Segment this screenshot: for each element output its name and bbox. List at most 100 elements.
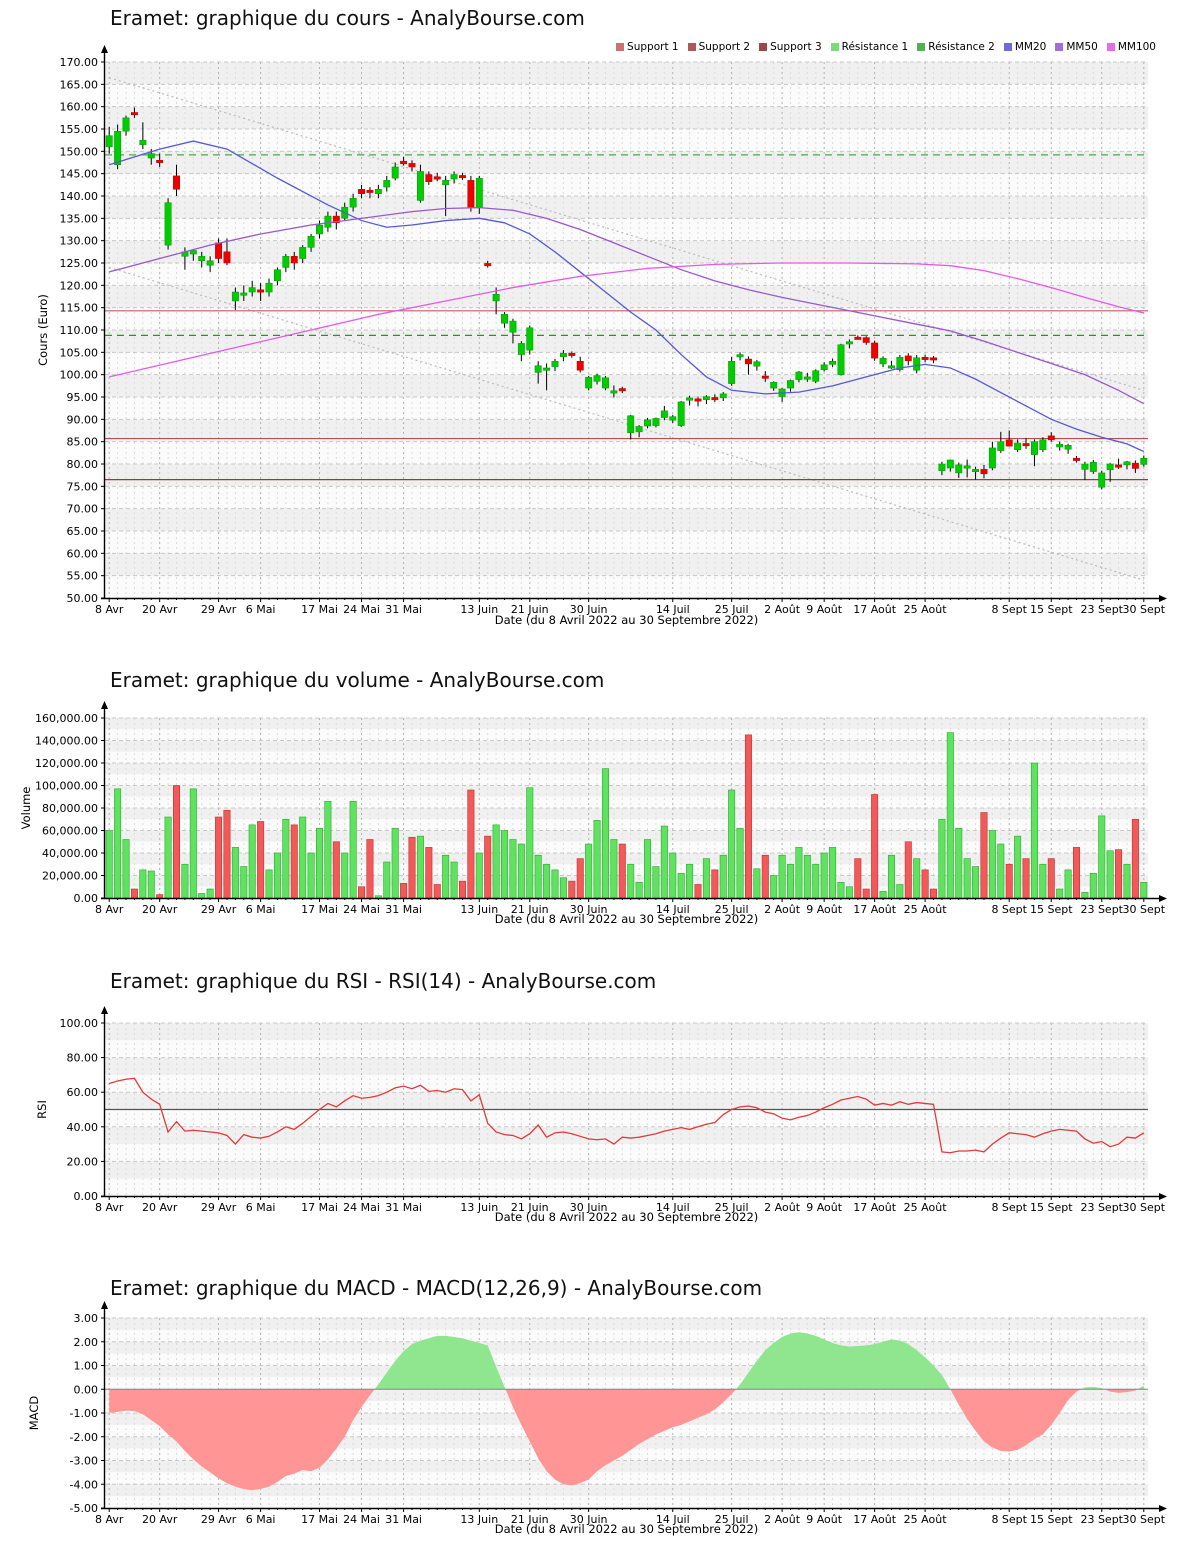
svg-text:70.00: 70.00 <box>67 503 99 516</box>
axes: 3.00 2.00 1.00 0.00 -1.00 -2.00 -3.00 -4.00 -5.0… <box>27 1301 1167 1526</box>
svg-text:21 Juin: 21 Juin <box>511 1201 549 1214</box>
svg-text:8 Avr: 8 Avr <box>95 903 124 916</box>
svg-text:24 Mai: 24 Mai <box>343 1513 380 1526</box>
svg-text:15 Sept: 15 Sept <box>1030 603 1073 616</box>
svg-text:80.00: 80.00 <box>67 458 99 471</box>
svg-text:2 Août: 2 Août <box>764 1201 801 1214</box>
svg-text:40,000.00: 40,000.00 <box>42 847 98 860</box>
svg-text:120.00: 120.00 <box>60 279 99 292</box>
svg-text:165.00: 165.00 <box>60 78 99 91</box>
svg-text:8 Sept: 8 Sept <box>991 903 1027 916</box>
svg-text:23 Sept: 23 Sept <box>1080 903 1123 916</box>
legend-item-support-1: Support 1 <box>616 41 679 53</box>
svg-text:21 Juin: 21 Juin <box>511 1513 549 1526</box>
svg-text:110.00: 110.00 <box>60 324 99 337</box>
svg-text:8 Sept: 8 Sept <box>991 1201 1027 1214</box>
legend-item-mm20: MM20 <box>1003 41 1046 53</box>
svg-text:15 Sept: 15 Sept <box>1030 1513 1073 1526</box>
legend-swatch-icon <box>1003 43 1012 51</box>
svg-text:2 Août: 2 Août <box>764 1513 801 1526</box>
legend-swatch-icon <box>1106 43 1115 51</box>
legend-item-support-2: Support 2 <box>687 41 751 53</box>
svg-text:65.00: 65.00 <box>67 525 99 538</box>
svg-text:15 Sept: 15 Sept <box>1030 903 1073 916</box>
svg-text:160.00: 160.00 <box>60 101 99 114</box>
svg-text:2.00: 2.00 <box>74 1336 99 1349</box>
svg-text:6 Mai: 6 Mai <box>246 1513 276 1526</box>
svg-text:150.00: 150.00 <box>60 145 99 158</box>
svg-text:30 Juin: 30 Juin <box>570 603 608 616</box>
svg-text:20,000.00: 20,000.00 <box>42 870 98 883</box>
svg-text:25 Août: 25 Août <box>904 603 948 616</box>
svg-text:8 Sept: 8 Sept <box>991 603 1027 616</box>
svg-text:115.00: 115.00 <box>60 302 99 315</box>
svg-text:80.00: 80.00 <box>67 1052 99 1065</box>
svg-text:100.00: 100.00 <box>60 1017 99 1030</box>
svg-text:130.00: 130.00 <box>60 235 99 248</box>
svg-text:125.00: 125.00 <box>60 257 99 270</box>
svg-text:14 Juil: 14 Juil <box>656 1201 690 1214</box>
svg-text:170.00: 170.00 <box>60 56 99 69</box>
svg-text:100,000.00: 100,000.00 <box>35 780 98 793</box>
svg-text:13 Juin: 13 Juin <box>460 903 498 916</box>
macd-date-axis-caption: Date (du 8 Avril 2022 au 30 Septembre 20… <box>494 1522 759 1536</box>
legend-label: Support 1 <box>627 41 679 53</box>
macd-negative-area <box>109 1389 1144 1491</box>
legend-item-r-sistance-1: Résistance 1 <box>830 41 909 53</box>
svg-text:0.00: 0.00 <box>74 1190 99 1203</box>
svg-text:135.00: 135.00 <box>60 212 99 225</box>
svg-text:75.00: 75.00 <box>67 480 99 493</box>
svg-text:14 Juil: 14 Juil <box>656 1513 690 1526</box>
svg-text:60.00: 60.00 <box>67 547 99 560</box>
svg-text:23 Sept: 23 Sept <box>1080 603 1123 616</box>
svg-text:50.00: 50.00 <box>67 592 99 605</box>
legend-swatch-icon <box>687 43 696 51</box>
svg-text:9 Août: 9 Août <box>806 1513 843 1526</box>
legend-item-mm50: MM50 <box>1055 41 1098 53</box>
rsi-date-axis-caption: Date (du 8 Avril 2022 au 30 Septembre 20… <box>494 1210 759 1224</box>
macd-plot: 3.00 2.00 1.00 0.00 -1.00 -2.00 -3.00 -4.00 -5.0… <box>27 1301 1167 1526</box>
svg-text:55.00: 55.00 <box>67 570 99 583</box>
svg-text:140.00: 140.00 <box>60 190 99 203</box>
legend-label: Résistance 2 <box>928 41 995 53</box>
svg-text:17 Mai: 17 Mai <box>301 903 338 916</box>
svg-text:29 Avr: 29 Avr <box>201 603 237 616</box>
mm100-line <box>109 262 1144 378</box>
svg-text:25 Juil: 25 Juil <box>715 1513 749 1526</box>
legend-label: Support 2 <box>698 41 751 53</box>
svg-text:0.00: 0.00 <box>74 1383 99 1396</box>
svg-text:20 Avr: 20 Avr <box>142 903 178 916</box>
svg-text:100.00: 100.00 <box>60 369 99 382</box>
svg-text:8 Sept: 8 Sept <box>991 1513 1027 1526</box>
svg-text:31 Mai: 31 Mai <box>385 603 422 616</box>
svg-text:20 Avr: 20 Avr <box>142 1201 178 1214</box>
svg-text:13 Juin: 13 Juin <box>460 1201 498 1214</box>
svg-text:-5.00: -5.00 <box>70 1502 98 1515</box>
axes: 170.00 165.00 160.00 155.00 150.00 145.00 140.… <box>36 45 1167 616</box>
svg-text:25 Août: 25 Août <box>904 1201 948 1214</box>
legend-label: Résistance 1 <box>841 41 909 53</box>
svg-text:8 Avr: 8 Avr <box>95 1201 124 1214</box>
svg-text:2 Août: 2 Août <box>764 903 801 916</box>
svg-text:13 Juin: 13 Juin <box>460 603 498 616</box>
legend-swatch-icon <box>917 43 926 51</box>
rsi-plot: 100.00 80.00 60.00 40.00 20.00 0.008 Avr 20 Av… <box>35 1006 1167 1214</box>
svg-text:20 Avr: 20 Avr <box>142 1513 178 1526</box>
volume-date-axis-caption: Date (du 8 Avril 2022 au 30 Septembre 20… <box>494 912 759 926</box>
svg-text:95.00: 95.00 <box>67 391 99 404</box>
legend-item-r-sistance-2: Résistance 2 <box>917 41 995 53</box>
svg-text:17 Août: 17 Août <box>853 1201 897 1214</box>
legend-label: MM100 <box>1117 41 1156 53</box>
svg-text:29 Avr: 29 Avr <box>201 1201 237 1214</box>
svg-text:9 Août: 9 Août <box>806 603 843 616</box>
legend-swatch-icon <box>830 43 839 51</box>
svg-text:30 Sept: 30 Sept <box>1123 1513 1166 1526</box>
svg-text:21 Juin: 21 Juin <box>511 903 549 916</box>
svg-text:8 Avr: 8 Avr <box>95 1513 124 1526</box>
svg-text:155.00: 155.00 <box>60 123 99 136</box>
svg-text:14 Juil: 14 Juil <box>656 603 690 616</box>
svg-text:60.00: 60.00 <box>67 1086 99 1099</box>
svg-text:120,000.00: 120,000.00 <box>35 757 98 770</box>
mm20-line <box>109 140 1145 453</box>
